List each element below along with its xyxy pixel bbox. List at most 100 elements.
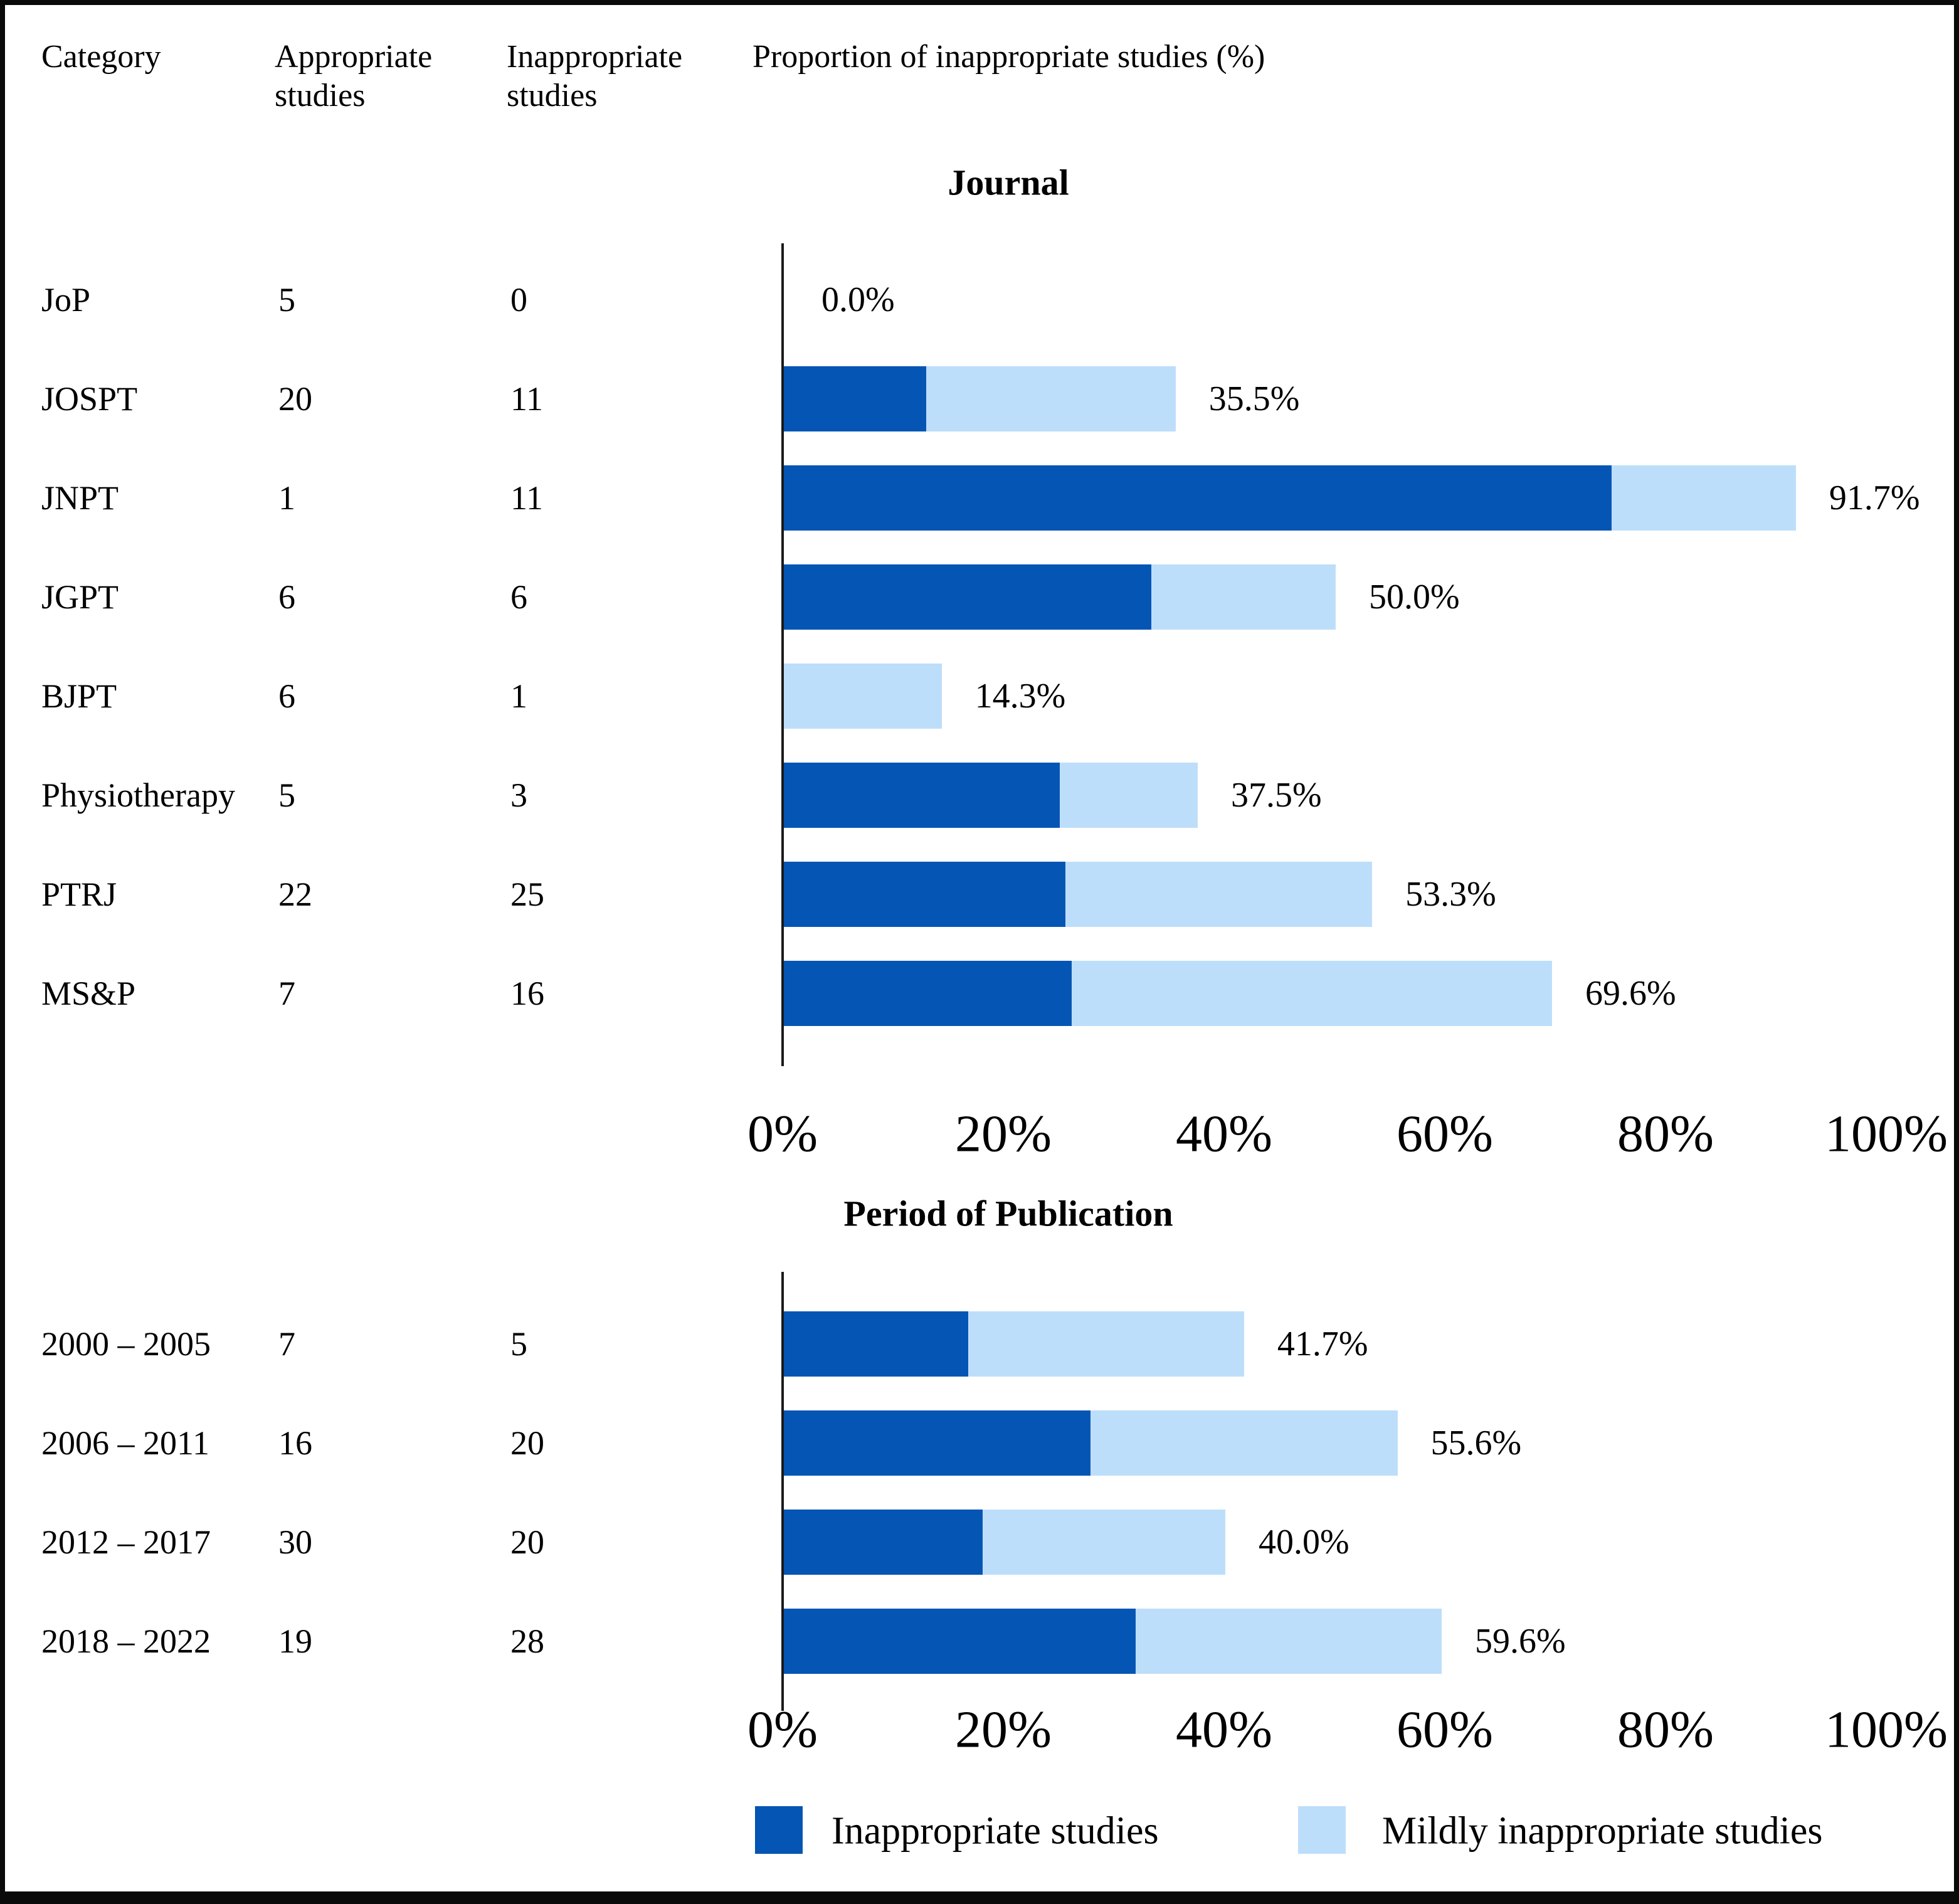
stacked-bar [784, 564, 1336, 630]
x-axis-tick-label: 60% [1397, 1104, 1493, 1163]
bar-total-percent-label: 53.3% [1405, 875, 1496, 914]
row-inappropriate-count: 20 [510, 1424, 544, 1462]
legend-swatch-mildly-inappropriate [1298, 1806, 1346, 1854]
row-appropriate-count: 5 [278, 776, 295, 814]
row-inappropriate-count: 11 [510, 379, 543, 418]
bar-segment-mildly-inappropriate [1151, 564, 1336, 630]
x-axis-tick-label: 0% [747, 1104, 818, 1163]
bar-total-percent-label: 69.6% [1585, 974, 1676, 1013]
bar-segment-mildly-inappropriate [1060, 763, 1198, 828]
row-appropriate-count: 22 [278, 875, 312, 913]
stacked-bar [784, 1311, 1244, 1377]
row-inappropriate-count: 11 [510, 479, 543, 517]
row-inappropriate-count: 6 [510, 578, 527, 616]
row-appropriate-count: 6 [278, 578, 295, 616]
stacked-bar [784, 1510, 1225, 1575]
bar-segment-mildly-inappropriate [1065, 862, 1373, 927]
bar-total-percent-label: 55.6% [1430, 1424, 1522, 1462]
x-axis-tick-label: 40% [1176, 1104, 1272, 1163]
column-header-inappropriate-studies: Inappropriate studies [507, 39, 683, 114]
column-header-appropriate-studies: Appropriate studies [275, 39, 433, 114]
row-category-label: 2012 – 2017 [41, 1523, 211, 1561]
bar-total-percent-label: 35.5% [1208, 379, 1300, 418]
bar-total-percent-label: 59.6% [1474, 1622, 1566, 1661]
bar-segment-mildly-inappropriate [1136, 1609, 1442, 1674]
row-appropriate-count: 1 [278, 479, 295, 517]
x-axis-tick-label: 40% [1176, 1700, 1272, 1759]
bar-total-percent-label: 91.7% [1829, 479, 1920, 517]
row-appropriate-count: 30 [278, 1523, 312, 1561]
bar-segment-inappropriate [784, 1609, 1136, 1674]
bar-segment-mildly-inappropriate [1072, 961, 1552, 1026]
stacked-bar [784, 1609, 1442, 1674]
column-header-category: Category [41, 39, 161, 75]
bar-segment-mildly-inappropriate [1090, 1410, 1398, 1476]
row-category-label: JGPT [41, 578, 119, 616]
stacked-bar [784, 961, 1552, 1026]
bar-total-percent-label: 0.0% [821, 280, 895, 319]
row-inappropriate-count: 16 [510, 974, 544, 1012]
bar-total-percent-label: 37.5% [1231, 776, 1322, 815]
y-axis-line [781, 243, 784, 1066]
column-header-proportion: Proportion of inappropriate studies (%) [752, 39, 1265, 75]
bar-segment-inappropriate [784, 465, 1612, 531]
row-category-label: 2000 – 2005 [41, 1325, 211, 1363]
row-appropriate-count: 7 [278, 1325, 295, 1363]
legend-label-mildly-inappropriate: Mildly inappropriate studies [1382, 1809, 1823, 1853]
row-category-label: 2006 – 2011 [41, 1424, 209, 1462]
row-inappropriate-count: 3 [510, 776, 527, 814]
x-axis-tick-label: 80% [1617, 1104, 1714, 1163]
bar-segment-mildly-inappropriate [968, 1311, 1244, 1377]
stacked-bar [784, 664, 942, 729]
row-category-label: JOSPT [41, 379, 138, 418]
x-axis-tick-label: 100% [1825, 1104, 1948, 1163]
row-appropriate-count: 5 [278, 280, 295, 319]
x-axis-tick-label: 0% [747, 1700, 818, 1759]
row-category-label: PTRJ [41, 875, 117, 913]
bar-segment-mildly-inappropriate [1612, 465, 1796, 531]
bar-segment-inappropriate [784, 366, 927, 431]
row-category-label: JoP [41, 280, 91, 319]
bar-total-percent-label: 40.0% [1259, 1523, 1349, 1562]
bar-total-percent-label: 50.0% [1369, 578, 1460, 616]
row-appropriate-count: 7 [278, 974, 295, 1012]
row-category-label: BJPT [41, 677, 117, 715]
stacked-bar [784, 1410, 1398, 1476]
legend-label-inappropriate: Inappropriate studies [832, 1809, 1159, 1853]
stacked-bar [784, 763, 1198, 828]
bar-segment-inappropriate [784, 961, 1072, 1026]
bar-segment-mildly-inappropriate [926, 366, 1176, 431]
row-appropriate-count: 16 [278, 1424, 312, 1462]
stacked-bar [784, 862, 1373, 927]
bar-segment-inappropriate [784, 1311, 968, 1377]
row-inappropriate-count: 25 [510, 875, 544, 913]
legend-swatch-inappropriate [755, 1806, 803, 1854]
section-title: Journal [948, 162, 1069, 203]
row-appropriate-count: 19 [278, 1622, 312, 1660]
x-axis-tick-label: 20% [955, 1700, 1052, 1759]
row-inappropriate-count: 5 [510, 1325, 527, 1363]
bar-segment-mildly-inappropriate [982, 1510, 1225, 1575]
row-inappropriate-count: 20 [510, 1523, 544, 1561]
x-axis-tick-label: 100% [1825, 1700, 1948, 1759]
row-category-label: 2018 – 2022 [41, 1622, 211, 1660]
stacked-bar [784, 366, 1176, 431]
bar-segment-mildly-inappropriate [784, 664, 942, 729]
x-axis-tick-label: 80% [1617, 1700, 1714, 1759]
bar-total-percent-label: 14.3% [974, 677, 1066, 716]
row-inappropriate-count: 28 [510, 1622, 544, 1660]
bar-total-percent-label: 41.7% [1277, 1325, 1368, 1363]
row-category-label: MS&P [41, 974, 136, 1012]
row-category-label: JNPT [41, 479, 119, 517]
bar-segment-inappropriate [784, 1510, 983, 1575]
bar-segment-inappropriate [784, 763, 1060, 828]
x-axis-tick-label: 60% [1397, 1700, 1493, 1759]
row-inappropriate-count: 1 [510, 677, 527, 715]
y-axis-line [781, 1272, 784, 1711]
row-inappropriate-count: 0 [510, 280, 527, 319]
bar-segment-inappropriate [784, 862, 1065, 927]
row-appropriate-count: 6 [278, 677, 295, 715]
section-title: Period of Publication [843, 1193, 1173, 1234]
stacked-bar [784, 465, 1796, 531]
